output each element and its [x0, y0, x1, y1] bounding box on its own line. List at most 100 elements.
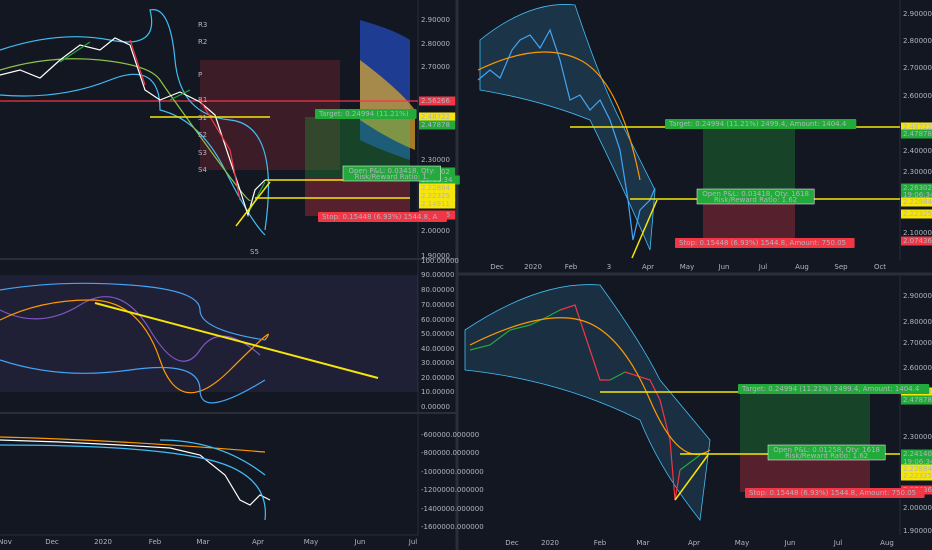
tl-price	[0, 37, 266, 218]
axis-label: 2.70000	[903, 64, 932, 72]
axis-label: 2.80000	[903, 37, 932, 45]
price-badge-label: 2.56266	[421, 97, 450, 105]
stop-label: Stop: 0.15448 (6.93%) 1544.8, Amount: 75…	[749, 489, 916, 497]
axis-label: 2.40000	[903, 147, 932, 155]
time-label: Feb	[149, 538, 162, 546]
time-label: 2020	[94, 538, 112, 546]
ratio-label: Risk/Reward Ratio: 1.62	[785, 452, 868, 460]
axis-label: 70.00000	[421, 301, 454, 309]
axis-label: -1200000.000000	[421, 486, 484, 494]
time-label: Sep	[834, 263, 848, 271]
stop-label: Stop: 0.15448 (6.93%) 1544.8, A	[322, 213, 438, 221]
ratio-label: Risk/Reward Ratio: 1.62	[714, 196, 797, 204]
price-badge	[901, 449, 932, 459]
axis-label: -1400000.000000	[421, 505, 484, 513]
volume-profile-hl	[360, 60, 415, 150]
stop-label-box	[745, 488, 925, 498]
tr-loss-zone	[703, 198, 795, 241]
price-badge	[419, 120, 456, 130]
time-label: Feb	[594, 539, 607, 547]
tr-trendline	[631, 199, 658, 259]
time-label: Oct	[874, 263, 886, 271]
axis-label: 2.00000	[903, 504, 932, 512]
obv-ma	[0, 436, 266, 453]
price-badge	[901, 395, 932, 405]
price-badge-label: 2.22325	[903, 210, 932, 218]
time-label: 2020	[524, 263, 542, 271]
time-label: Apr	[642, 263, 654, 271]
price-badge	[901, 209, 932, 219]
time-label: Dec	[490, 263, 504, 271]
br-bands	[464, 284, 711, 521]
axis-label: 60.00000	[421, 316, 454, 324]
tl-band-lower	[0, 73, 266, 236]
axis-label: -1000000.000000	[421, 468, 484, 476]
time-label: Mar	[636, 539, 649, 547]
rsi-trendline	[94, 302, 379, 379]
axis-label: 2.70000	[903, 339, 932, 347]
obv-bands	[0, 439, 266, 521]
price-badge	[419, 96, 456, 106]
price-badge	[901, 457, 932, 467]
price-badge-label: 2.47878	[903, 396, 932, 404]
pivot-label: S5	[250, 248, 259, 256]
time-label: Dec	[505, 539, 519, 547]
axis-label: 0.00000	[421, 403, 450, 411]
axis-label: 2.30000	[421, 156, 450, 164]
time-label: Jun	[718, 263, 730, 271]
axis-label: 1.90000	[421, 252, 450, 260]
time-label: 3	[607, 263, 611, 271]
axis-label: 2.90000	[903, 292, 932, 300]
br-loss-zone	[740, 454, 870, 492]
axis-label: -800000.000000	[421, 449, 479, 457]
axis-label: 90.00000	[421, 271, 454, 279]
axis-label: 2.80000	[903, 318, 932, 326]
price-badge-label: 2.22884	[903, 465, 932, 473]
axis-label: 2.10000	[903, 229, 932, 237]
price-badge	[901, 236, 932, 246]
axis-label: 30.00000	[421, 359, 454, 367]
price-badge-label: 2.48722	[903, 123, 932, 131]
tr-bands	[479, 4, 656, 251]
tr-profit-zone	[703, 127, 795, 198]
br-profit-zone	[740, 392, 870, 454]
time-label: May	[680, 263, 694, 271]
axis-label: 2.70000	[421, 63, 450, 71]
price-badge	[419, 191, 456, 201]
pivot-label: R3	[198, 21, 207, 29]
open-pnl-box	[767, 444, 886, 461]
time-label: Jun	[354, 538, 366, 546]
time-label: May	[304, 538, 318, 546]
axis-label: 50.00000	[421, 330, 454, 338]
price-badge	[419, 112, 456, 122]
axis-label: 2.60000	[903, 364, 932, 372]
target-label: Target: 0.24994 (11.21%) 2499.4, Amount:…	[668, 120, 847, 128]
price-badge	[901, 122, 932, 132]
br-down-candles	[559, 304, 681, 501]
axis-label: -600000.000000	[421, 431, 479, 439]
price-badge-label: 2.22884	[903, 198, 932, 206]
tr-price	[477, 28, 656, 241]
price-badge-label: 2.47878	[421, 121, 450, 129]
time-label: Mar	[196, 538, 209, 546]
pivot-label: S2	[198, 131, 207, 139]
stop-label-box	[675, 238, 855, 248]
time-label: May	[735, 539, 749, 547]
stop-label-box	[318, 212, 447, 222]
axis-label: 40.00000	[421, 345, 454, 353]
tl-trendline	[235, 181, 271, 227]
axis-label: 2.60000	[903, 92, 932, 100]
price-badge-label: 2.22884	[421, 184, 450, 192]
rsi-ma	[0, 299, 270, 394]
price-badge-label: 19:06:34	[903, 191, 932, 199]
rsi-bands	[0, 282, 266, 404]
time-label: 2020	[541, 539, 559, 547]
ratio-label: Risk/Reward Ratio: 1.	[355, 173, 429, 181]
target-label: Target: 0.24994 (11.21%) 2499.4, Amount:…	[741, 385, 920, 393]
pivot-label: P	[198, 71, 202, 79]
obv-line	[0, 439, 271, 506]
time-label: Aug	[880, 539, 894, 547]
open-pnl-box	[696, 188, 815, 205]
price-badge	[901, 129, 932, 139]
axis-label: 2.30000	[903, 433, 932, 441]
